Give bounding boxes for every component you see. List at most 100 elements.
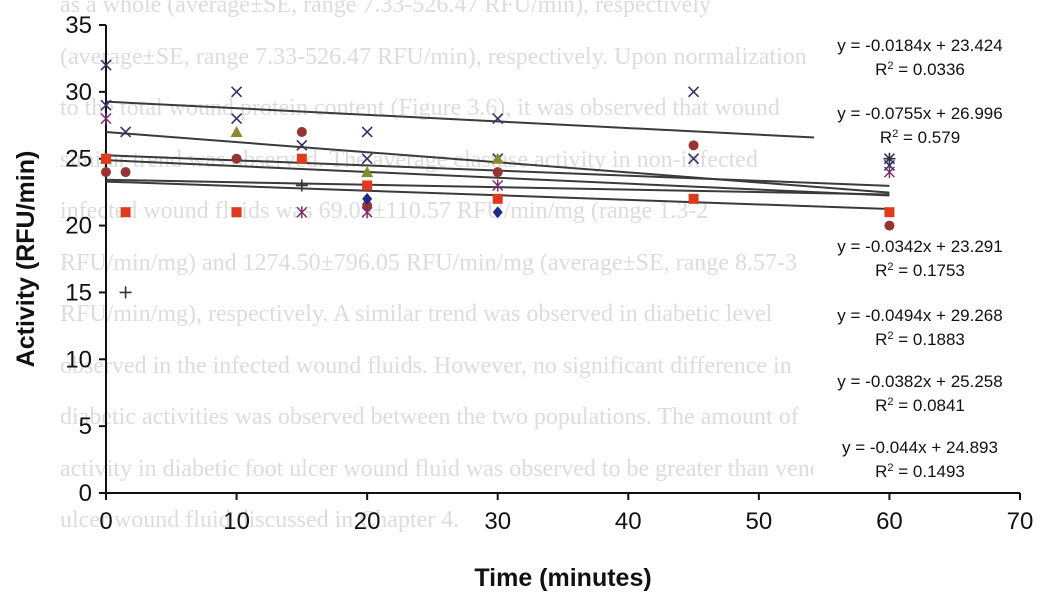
data-point <box>101 167 111 178</box>
r-squared-text: R2 = 0.1493 <box>875 462 965 481</box>
data-point <box>296 139 308 151</box>
equation-text: y = -0.0342x + 23.291 <box>837 237 1002 256</box>
background-text-line: activity in diabetic foot ulcer wound fl… <box>60 455 844 482</box>
data-point <box>362 200 373 211</box>
y-tick-label: 5 <box>79 413 92 440</box>
data-point <box>361 206 373 219</box>
equation-box <box>814 434 1028 486</box>
data-point <box>492 167 503 178</box>
data-points <box>100 59 896 299</box>
data-point <box>361 126 373 138</box>
background-text-line: diabetic activities was observed between… <box>60 404 799 430</box>
equation-box <box>814 32 1028 84</box>
x-tick-label: 70 <box>1007 508 1034 535</box>
data-point <box>361 166 374 178</box>
data-point <box>492 113 504 125</box>
equation-box <box>814 233 1028 285</box>
trendline-equation-label: y = -0.044x + 24.893 R2 = 0.1493 <box>814 434 1028 486</box>
equation-box <box>814 100 1028 152</box>
background-text-line: infected wound fluids was 69.05±110.57 R… <box>60 198 709 224</box>
background-text-line: ulcer wound fluid discussed in Chapter 4… <box>60 507 460 533</box>
equation-text: y = -0.0494x + 29.268 <box>837 306 1002 325</box>
r-squared-text: R2 = 0.1883 <box>875 330 965 349</box>
data-point <box>231 153 242 164</box>
background-text-line: (average±SE, range 7.33-526.47 RFU/min),… <box>60 43 807 70</box>
trendline-equation-label: y = -0.0184x + 23.424 R2 = 0.0336 <box>814 32 1028 84</box>
data-point <box>883 166 895 179</box>
data-point <box>230 125 243 137</box>
data-point <box>231 113 243 125</box>
y-axis-ticks: 0 5 10 15 20 25 30 35 <box>65 12 106 507</box>
background-text-line: similar trend was observed. The average … <box>60 146 758 173</box>
trendline-equation-label: y = -0.0382x + 25.258 R2 = 0.0841 <box>814 368 1028 420</box>
data-point <box>120 126 132 138</box>
x-tick-label: 40 <box>615 508 642 535</box>
y-tick-label: 35 <box>65 12 92 39</box>
plot-area: 0 10 20 30 40 50 60 70 0 5 10 15 20 25 30 35 y = -0.01… <box>65 12 1033 535</box>
data-point <box>883 152 896 165</box>
data-point <box>884 207 895 218</box>
x-tick-label: 30 <box>484 508 511 535</box>
data-point <box>100 112 112 125</box>
x-tick-label: 60 <box>876 508 903 535</box>
data-point <box>120 207 131 218</box>
x-axis-title: Time (minutes) <box>474 564 651 592</box>
data-point <box>361 153 373 165</box>
x-tick-label: 0 <box>99 508 112 535</box>
trendline <box>105 159 890 197</box>
equation-text: y = -0.0184x + 23.424 <box>837 36 1002 55</box>
equation-box <box>814 368 1028 420</box>
equation-text: y = -0.0755x + 26.996 <box>837 104 1002 123</box>
trendline-equation-label: y = -0.0755x + 26.996 R2 = 0.579 <box>814 100 1028 152</box>
equation-text: y = -0.0382x + 25.258 <box>837 372 1002 391</box>
y-tick-label: 15 <box>65 279 92 306</box>
x-tick-label: 50 <box>746 508 773 535</box>
equation-box <box>814 302 1028 354</box>
trendline-equation-label: y = -0.0342x + 23.291 R2 = 0.1753 <box>814 233 1028 285</box>
y-tick-label: 10 <box>65 346 92 373</box>
data-point <box>100 99 112 111</box>
data-point <box>688 153 700 165</box>
equation-text: y = -0.044x + 24.893 <box>842 438 998 457</box>
data-point <box>295 179 308 192</box>
data-point <box>492 206 503 219</box>
data-point <box>492 179 504 192</box>
x-tick-label: 20 <box>354 508 381 535</box>
r-squared-text: R2 = 0.0841 <box>875 396 965 415</box>
r-squared-text: R2 = 0.0336 <box>875 60 965 79</box>
data-point <box>688 193 699 204</box>
background-text-line: observed in the infected wound fluids. H… <box>60 352 792 379</box>
r-squared-text: R2 = 0.1753 <box>875 261 965 280</box>
y-tick-label: 30 <box>65 79 92 106</box>
data-point <box>688 140 699 151</box>
x-axis-ticks: 0 10 20 30 40 50 60 70 <box>99 493 1033 535</box>
data-point <box>101 153 111 164</box>
y-axis-title: Activity (RFU/min) <box>12 151 40 368</box>
data-point <box>100 59 112 71</box>
data-point <box>120 167 131 178</box>
background-text-line: RFU/min/mg) and 1274.50±796.05 RFU/min/m… <box>60 249 797 276</box>
data-point <box>296 126 307 137</box>
data-point <box>491 152 504 164</box>
data-point <box>362 192 373 205</box>
r-squared-text: R2 = 0.579 <box>880 128 960 147</box>
trendline <box>105 100 890 143</box>
y-tick-label: 20 <box>65 213 92 240</box>
data-point <box>362 180 373 191</box>
trendline-equation-label: y = -0.0494x + 29.268 R2 = 0.1883 <box>814 302 1028 354</box>
data-point <box>119 286 132 299</box>
y-tick-label: 0 <box>79 480 92 507</box>
data-point <box>688 86 700 98</box>
background-text-line: RFU/min/mg), respectively. A similar tre… <box>60 301 773 327</box>
data-point <box>231 207 242 218</box>
data-point <box>492 193 503 204</box>
background-text-line: as a whole (average±SE, range 7.33-526.4… <box>60 0 711 18</box>
data-point <box>296 153 307 164</box>
data-point <box>296 206 308 219</box>
x-tick-label: 10 <box>223 508 250 535</box>
data-point <box>884 220 895 231</box>
data-point <box>231 86 243 98</box>
